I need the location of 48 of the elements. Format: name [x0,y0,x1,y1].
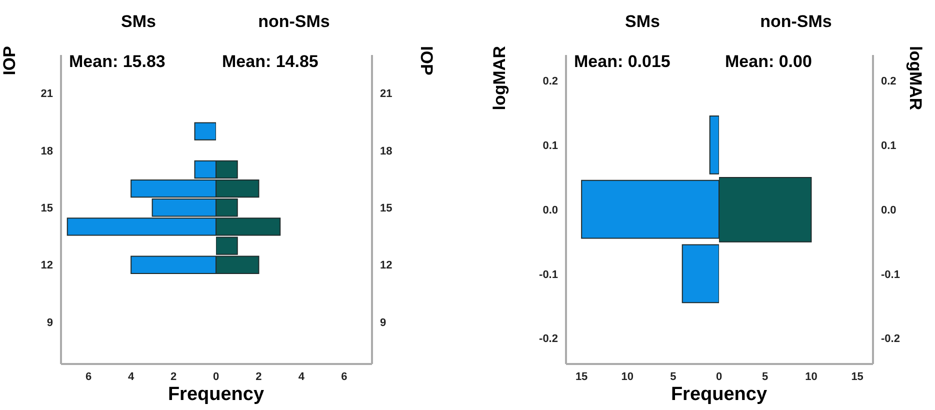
y-tick-label: 21 [40,88,53,100]
y-tick-label: -0.2 [881,333,900,346]
y-tick-label: 12 [40,260,53,272]
x-axis-title: Frequency [166,384,266,406]
y-tick-label: 21 [380,88,392,100]
y-axis-title: IOP [416,46,436,76]
annotation: Mean: 0.015 [574,52,670,72]
x-tick-label: 2 [256,370,262,383]
y-tick-label: 15 [40,202,53,214]
x-tick-label: 10 [621,370,634,383]
chart-title: non-SMs [257,12,331,32]
y-axis-title: logMAR [490,46,510,110]
annotation: Mean: 15.83 [69,52,166,72]
x-tick-label: 15 [575,370,588,383]
x-tick-label: 0 [716,370,722,383]
x-tick-label: 6 [341,370,348,383]
chart-title: SMs [120,12,157,32]
x-tick-label: 4 [298,370,306,383]
x-tick-label: 5 [670,370,676,383]
x-tick-label: 15 [851,370,864,383]
annotation: Mean: 0.00 [725,52,812,72]
y-tick-label: 15 [380,202,392,214]
y-tick-label: 12 [380,260,392,272]
x-axis-title: Frequency [670,384,768,406]
y-tick-label: 0.1 [881,140,896,152]
y-tick-label: 0.0 [881,204,896,216]
y-axis-title: logMAR [905,46,925,110]
y-tick-label: 9 [380,316,386,329]
x-tick-label: 6 [86,370,92,383]
y-tick-label: -0.1 [539,268,558,281]
y-tick-label: 18 [40,145,53,158]
y-tick-label: 9 [46,316,53,329]
y-tick-label: 0.0 [542,204,558,216]
x-tick-label: 4 [128,370,136,383]
y-tick-label: -0.2 [539,333,558,346]
y-tick-label: -0.1 [881,268,900,281]
x-tick-label: 0 [212,370,220,383]
y-tick-label: 0.2 [881,76,896,88]
y-axis-title: IOP [0,46,20,76]
x-tick-label: 2 [170,370,177,383]
x-tick-label: 10 [805,370,818,383]
y-tick-label: 0.1 [542,140,558,152]
x-tick-label: 5 [762,370,768,383]
y-tick-label: 0.2 [542,76,558,88]
chart-title: non-SMs [759,12,833,32]
y-tick-label: 18 [380,145,392,158]
annotation: Mean: 14.85 [222,52,318,72]
chart-title: SMs [624,12,661,32]
